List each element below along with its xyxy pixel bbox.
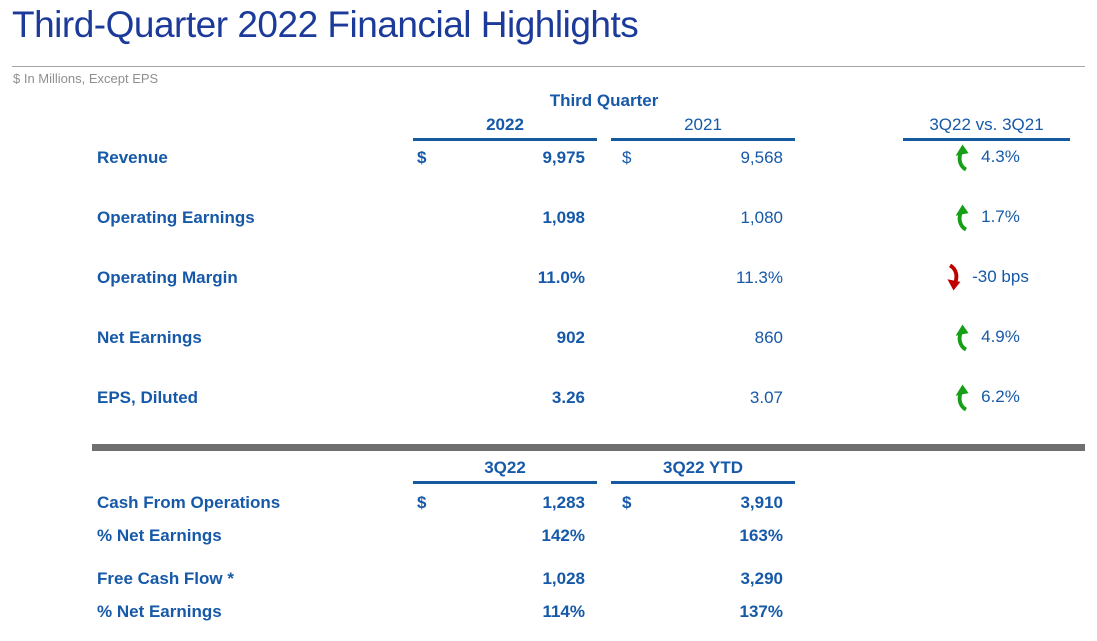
value-3q22-ytd: 137% [739,602,783,621]
section-divider-bar [92,444,1085,451]
value-3q22-ytd: 3,910 [740,493,783,512]
table-row: % Net Earnings 142% 163% [0,526,1097,548]
table-row: Operating Margin 11.0% 11.3% -30 bps [0,263,1097,290]
value-2021: 9,568 [740,148,783,167]
change-value: 6.2% [981,387,1020,406]
table-row: Net Earnings 902 860 4.9% [0,324,1097,351]
value-2022: 9,975 [542,148,585,167]
value-2021: 3.07 [749,388,783,407]
value-2021: 1,080 [740,208,783,227]
row-label: Revenue [97,148,168,167]
change-cell: -30 bps [903,262,1070,292]
trend-up-icon [953,324,972,351]
value-3q22: 1,283 [542,493,585,512]
row-label: EPS, Diluted [97,388,199,407]
title-divider-line [12,66,1085,67]
table-row: Operating Earnings 1,098 1,080 1.7% [0,204,1097,231]
row-label: Operating Margin [97,268,238,287]
trend-up-icon [953,204,972,231]
table-row: Revenue $ 9,975 $ 9,568 4.3% [0,144,1097,171]
value-3q22-ytd: 3,290 [740,569,783,588]
value-2022: 3.26 [551,388,585,407]
value-2022: 1,098 [542,208,585,227]
units-note: $ In Millions, Except EPS [13,71,159,86]
row-label: % Net Earnings [97,526,222,545]
trend-up-icon [953,384,972,411]
row-label: Operating Earnings [97,208,255,227]
row-label: % Net Earnings [97,602,222,621]
change-value: 4.9% [981,327,1020,346]
table-row: Free Cash Flow * 1,028 3,290 [0,569,1097,591]
value-3q22: 114% [542,602,585,621]
value-3q22: 1,028 [542,569,585,588]
column-header-change: 3Q22 vs. 3Q21 [903,115,1070,141]
currency-symbol: $ [622,148,632,167]
row-label: Free Cash Flow * [97,569,234,588]
change-cell: 1.7% [903,202,1070,232]
value-2022: 11.0% [537,268,585,287]
change-cell: 4.3% [903,142,1070,172]
change-cell: 6.2% [903,382,1070,412]
column-header-2022: 2022 [413,115,597,141]
table-row: EPS, Diluted 3.26 3.07 6.2% [0,384,1097,411]
change-value: 1.7% [981,207,1020,226]
change-value: 4.3% [981,147,1020,166]
row-label: Net Earnings [97,328,202,347]
table-row: Cash From Operations $ 1,283 $ 3,910 [0,493,1097,515]
currency-symbol: $ [417,148,427,167]
change-value: -30 bps [972,267,1029,286]
trend-down-icon [944,263,963,291]
table-row: % Net Earnings 114% 137% [0,602,1097,624]
column-header-2021: 2021 [611,115,795,141]
column-header-3q22: 3Q22 [413,458,597,484]
column-header-3q22-ytd: 3Q22 YTD [611,458,795,484]
value-2022: 902 [556,328,585,347]
change-cell: 4.9% [903,322,1070,352]
page-title: Third-Quarter 2022 Financial Highlights [12,4,639,45]
value-3q22-ytd: 163% [739,526,783,545]
value-2021: 11.3% [736,268,783,287]
trend-up-icon [953,144,972,171]
value-2021: 860 [754,328,783,347]
row-label: Cash From Operations [97,493,281,512]
value-3q22: 142% [541,526,585,545]
currency-symbol: $ [622,493,632,512]
currency-symbol: $ [417,493,427,512]
quarter-group-header: Third Quarter [549,91,659,110]
